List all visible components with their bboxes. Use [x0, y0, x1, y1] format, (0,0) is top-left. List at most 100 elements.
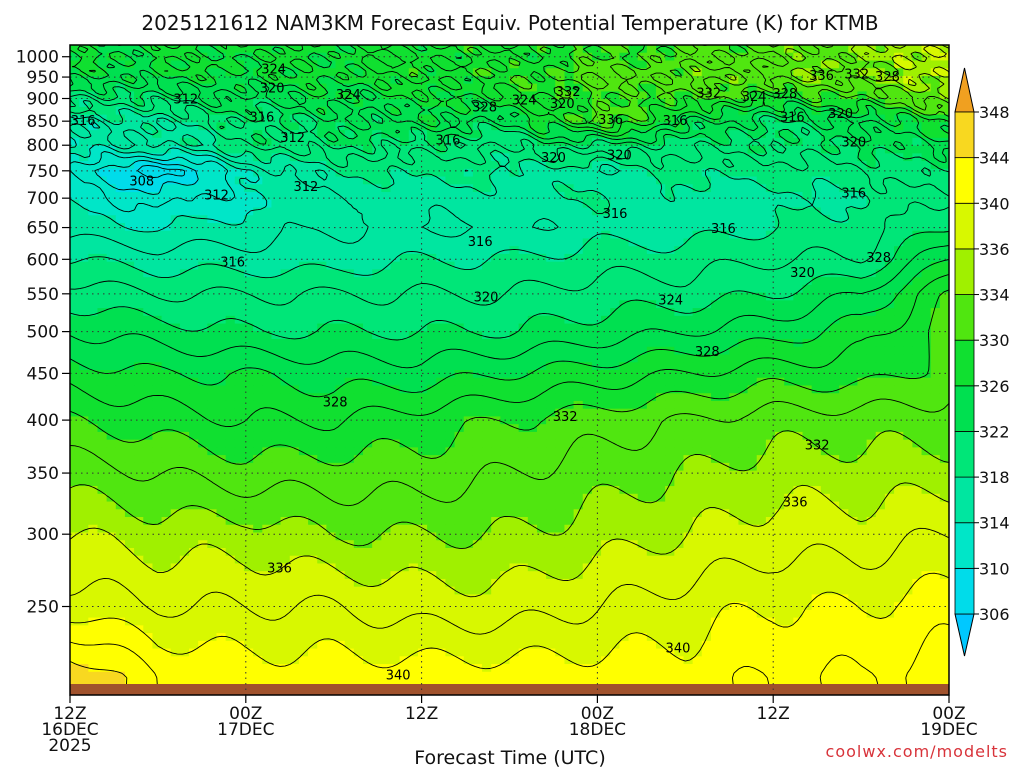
heatmap-cell — [161, 277, 172, 286]
heatmap-cell — [784, 284, 794, 294]
heatmap-cell — [829, 176, 840, 185]
heatmap-cell — [628, 176, 639, 185]
heatmap-cell — [811, 323, 822, 332]
heatmap-cell — [308, 292, 318, 301]
heatmap-cell — [152, 431, 163, 441]
heatmap-cell — [381, 207, 392, 216]
heatmap-cell — [509, 315, 520, 325]
heatmap-cell — [70, 238, 80, 247]
heatmap-cell — [811, 377, 822, 387]
heatmap-cell — [930, 161, 941, 170]
heatmap-cell — [417, 91, 428, 100]
heatmap-cell — [646, 230, 657, 240]
heatmap-cell — [390, 292, 401, 301]
heatmap-cell — [939, 207, 949, 216]
heatmap-cell — [317, 199, 327, 209]
heatmap-cell — [179, 52, 190, 62]
heatmap-cell — [665, 377, 675, 387]
heatmap-cell — [582, 253, 593, 263]
heatmap-cell — [921, 130, 932, 139]
heatmap-cell — [88, 331, 99, 340]
heatmap-cell — [628, 439, 639, 448]
heatmap-cell — [491, 114, 501, 123]
heatmap-cell — [317, 60, 327, 69]
heatmap-cell — [152, 168, 163, 178]
heatmap-cell — [784, 60, 794, 69]
heatmap-cell — [729, 354, 740, 363]
heatmap-cell — [143, 184, 154, 193]
heatmap-cell — [527, 207, 538, 216]
heatmap-cell — [884, 215, 895, 224]
heatmap-cell — [619, 346, 630, 356]
heatmap-cell — [591, 385, 602, 394]
heatmap-cell — [738, 145, 749, 154]
heatmap-cell — [637, 292, 648, 301]
heatmap-cell — [390, 45, 401, 54]
heatmap-cell — [262, 300, 273, 309]
heatmap-cell — [271, 83, 282, 93]
heatmap-cell — [939, 370, 949, 379]
heatmap-cell — [454, 114, 465, 123]
heatmap-cell — [811, 153, 822, 162]
heatmap-cell — [134, 292, 144, 301]
heatmap-cell — [234, 424, 245, 433]
heatmap-cell — [784, 230, 794, 240]
heatmap-cell — [628, 292, 639, 301]
heatmap-cell — [70, 75, 80, 85]
heatmap-cell — [683, 362, 694, 371]
heatmap-cell — [189, 106, 199, 116]
heatmap-cell — [308, 269, 318, 278]
heatmap-cell — [921, 308, 932, 317]
heatmap-cell — [903, 52, 913, 62]
heatmap-cell — [363, 385, 373, 394]
heatmap-cell — [628, 393, 639, 402]
heatmap-cell — [500, 184, 511, 193]
heatmap-cell — [317, 331, 327, 340]
heatmap-cell — [207, 238, 218, 247]
heatmap-cell — [198, 207, 208, 216]
heatmap-cell — [88, 277, 99, 286]
heatmap-cell — [720, 145, 730, 154]
heatmap-cell — [106, 207, 117, 216]
heatmap-cell — [436, 400, 447, 410]
heatmap-cell — [408, 137, 419, 147]
heatmap-cell — [921, 238, 932, 247]
heatmap-cell — [692, 199, 703, 209]
heatmap-cell — [921, 300, 932, 309]
heatmap-cell — [729, 192, 740, 201]
heatmap-cell — [829, 75, 840, 85]
heatmap-cell — [417, 192, 428, 201]
heatmap-cell — [189, 145, 199, 154]
heatmap-cell — [280, 431, 291, 441]
heatmap-cell — [344, 354, 355, 363]
heatmap-cell — [839, 145, 849, 154]
heatmap-cell — [729, 246, 740, 255]
heatmap-cell — [930, 137, 941, 147]
heatmap-cell — [390, 277, 401, 286]
heatmap-cell — [839, 416, 849, 425]
heatmap-cell — [646, 184, 657, 193]
heatmap-cell — [189, 377, 199, 387]
heatmap-cell — [710, 308, 721, 317]
heatmap-cell — [408, 153, 419, 162]
heatmap-cell — [97, 161, 108, 170]
heatmap-cell — [289, 261, 300, 271]
heatmap-cell — [243, 222, 254, 232]
heatmap-cell — [399, 238, 410, 247]
heatmap-cell — [765, 83, 776, 93]
heatmap-cell — [436, 68, 447, 77]
heatmap-cell — [106, 447, 117, 456]
heatmap-cell — [70, 215, 80, 224]
heatmap-cell — [582, 300, 593, 309]
heatmap-cell — [756, 331, 767, 340]
heatmap-cell — [939, 339, 949, 348]
heatmap-cell — [143, 215, 154, 224]
heatmap-cell — [344, 168, 355, 178]
heatmap-cell — [683, 91, 694, 100]
heatmap-cell — [161, 83, 172, 93]
heatmap-cell — [857, 370, 868, 379]
heatmap-cell — [884, 354, 895, 363]
heatmap-cell — [857, 106, 868, 116]
heatmap-cell — [894, 431, 904, 441]
heatmap-cell — [756, 424, 767, 433]
